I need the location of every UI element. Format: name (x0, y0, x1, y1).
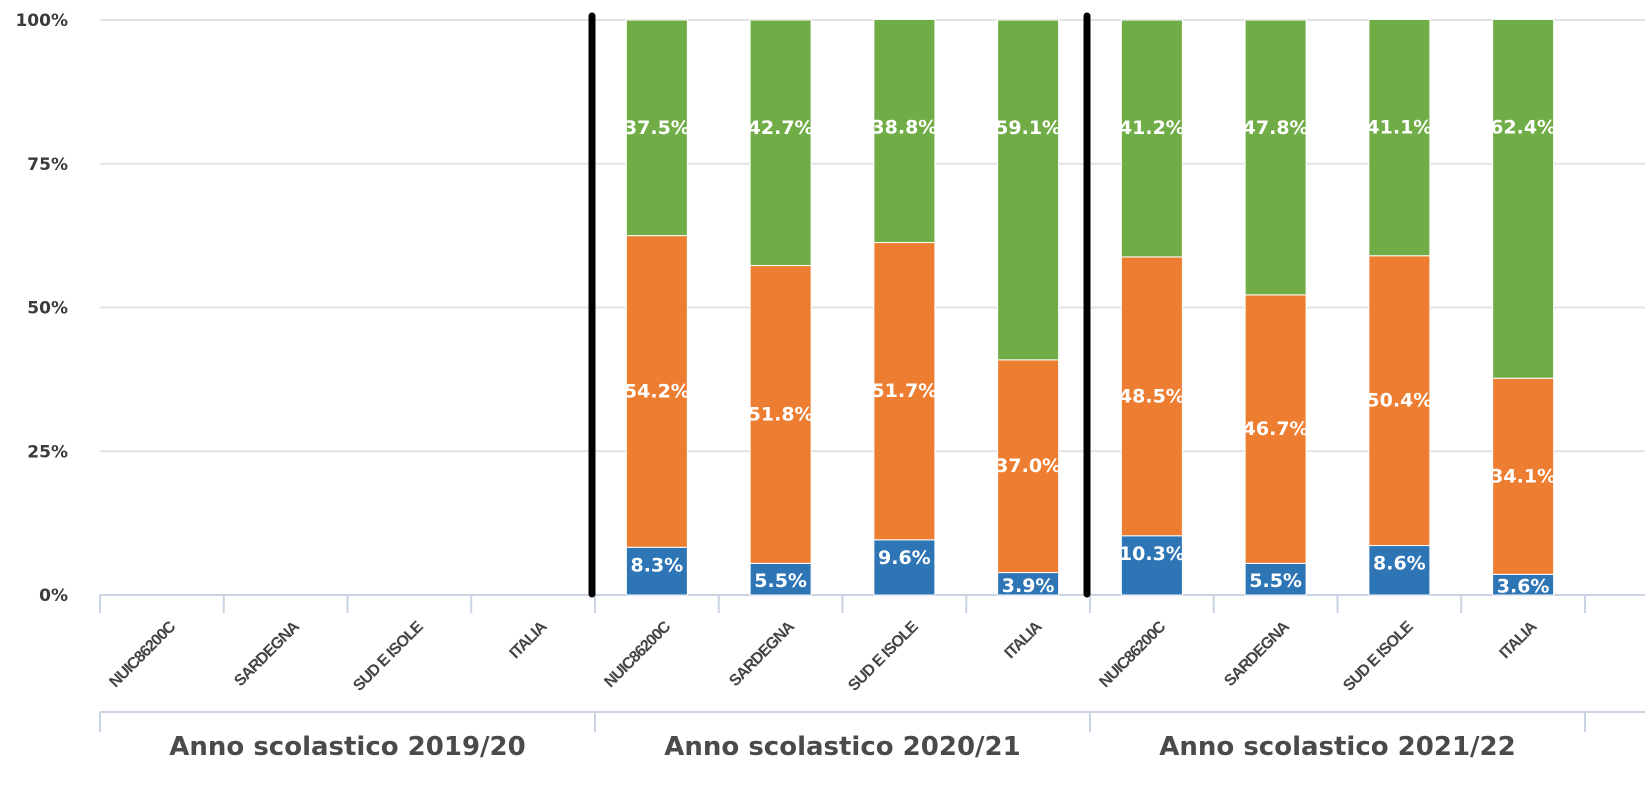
data-label: 37.0% (995, 455, 1061, 477)
data-label: 34.1% (1490, 465, 1556, 487)
data-label: 10.3% (1119, 543, 1185, 565)
x-tick-label: ITALIA (1497, 618, 1541, 662)
x-tick-label: NUIC86200C (601, 618, 674, 691)
bar-segment (1492, 377, 1555, 575)
bar-segment (749, 265, 812, 564)
bar-segment (1368, 18, 1431, 257)
bar-segment (625, 19, 688, 237)
data-label: 3.9% (1002, 575, 1055, 597)
y-tick-label: 0% (39, 586, 68, 606)
data-label: 59.1% (995, 117, 1061, 139)
bar-segment (873, 539, 936, 596)
bar-segment (1244, 562, 1307, 596)
data-label: 62.4% (1490, 116, 1556, 138)
data-label: 38.8% (871, 116, 937, 138)
data-label: 51.7% (871, 380, 937, 402)
y-tick-label: 25% (27, 442, 68, 462)
x-tick-label: SUD E ISOLE (845, 618, 922, 695)
x-tick-label: SUD E ISOLE (350, 618, 427, 695)
data-label: 46.7% (1243, 418, 1309, 440)
data-label: 9.6% (878, 547, 931, 569)
data-label: 5.5% (754, 570, 807, 592)
bar-segment (873, 18, 936, 244)
y-tick-label: 75% (27, 155, 68, 175)
bar-segment (625, 235, 688, 548)
data-label: 54.2% (624, 380, 690, 402)
bar-segment (873, 242, 936, 541)
data-label: 47.8% (1243, 117, 1309, 139)
bar-segment (625, 546, 688, 596)
bar-segment (1244, 294, 1307, 564)
bar-segment (1244, 19, 1307, 296)
group-label: Anno scolastico 2021/22 (1159, 732, 1515, 762)
x-tick-label: NUIC86200C (1096, 618, 1169, 691)
bar-segment (1492, 18, 1555, 379)
data-label: 8.3% (631, 554, 684, 576)
x-tick-label: SUD E ISOLE (1340, 618, 1417, 695)
x-tick-label: ITALIA (1002, 618, 1046, 662)
x-tick-label: NUIC86200C (106, 618, 179, 691)
data-label: 42.7% (748, 117, 814, 139)
data-label: 48.5% (1119, 385, 1185, 407)
data-label: 3.6% (1497, 576, 1550, 598)
bar-segment (1368, 545, 1431, 596)
x-tick-label: ITALIA (507, 618, 551, 662)
y-tick-label: 100% (15, 11, 68, 31)
data-label: 37.5% (624, 117, 690, 139)
group-label: Anno scolastico 2020/21 (664, 732, 1020, 762)
y-tick-label: 50% (27, 299, 68, 319)
group-label: Anno scolastico 2019/20 (169, 732, 525, 762)
bar-segment (997, 359, 1060, 574)
x-tick-label: SARDEGNA (231, 618, 303, 690)
bar-segment (997, 19, 1060, 361)
bar-segment (749, 19, 812, 267)
data-label: 41.2% (1119, 117, 1185, 139)
x-tick-label: SARDEGNA (726, 618, 798, 690)
bar-segment (1120, 19, 1183, 258)
data-label: 41.1% (1366, 116, 1432, 138)
bar-segment (1120, 535, 1183, 596)
x-tick-label: SARDEGNA (1221, 618, 1293, 690)
bar-segment (1120, 256, 1183, 537)
bar-segment (749, 562, 812, 596)
data-label: 51.8% (748, 403, 814, 425)
data-label: 50.4% (1366, 390, 1432, 412)
data-label: 5.5% (1249, 570, 1302, 592)
data-label: 8.6% (1373, 553, 1426, 575)
